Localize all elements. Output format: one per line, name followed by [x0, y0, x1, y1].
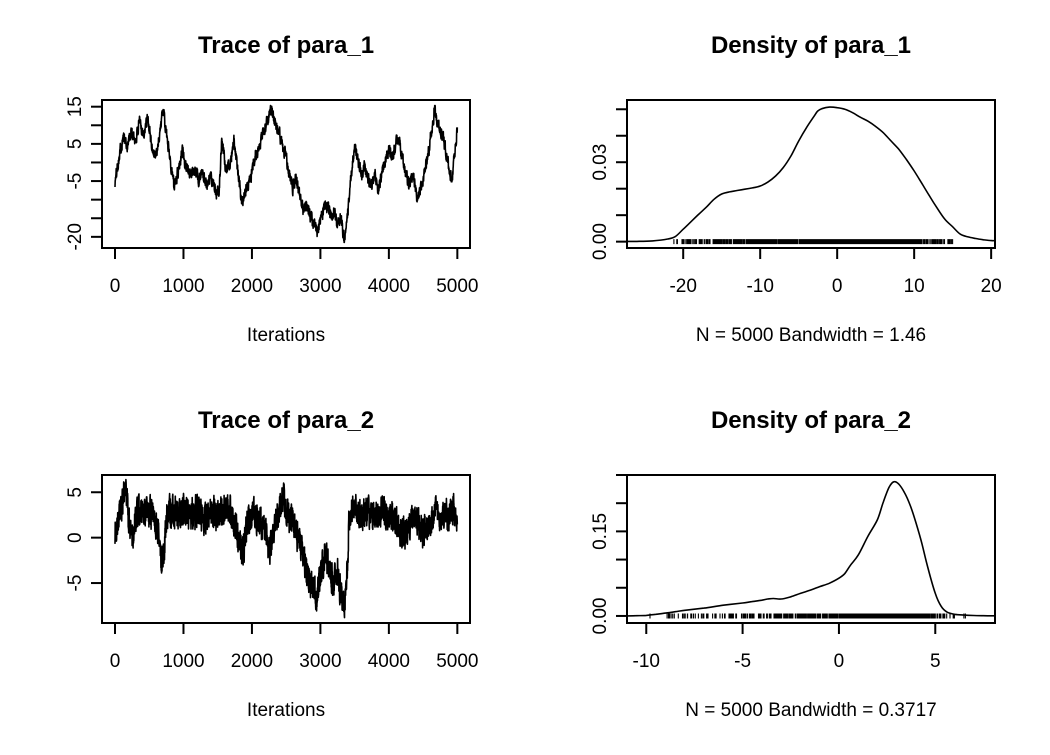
x-axis-label: Iterations — [247, 700, 325, 721]
x-tick-label: -10 — [633, 651, 660, 672]
density-para-1-chart: -20 -10 0 10 20 0.00 0.03 Density of para_1 N = … — [590, 32, 1002, 346]
x-tick-label: 0 — [110, 276, 121, 297]
x-tick-label: 1000 — [162, 276, 204, 297]
y-tick-label: -20 — [65, 223, 86, 250]
x-tick-label: 10 — [904, 276, 925, 297]
x-axis-label: Iterations — [247, 325, 325, 346]
chart-title: Density of para_2 — [711, 407, 911, 434]
y-tick-label: 5 — [65, 487, 86, 498]
x-tick-label: 5 — [930, 651, 941, 672]
x-tick-label: 4000 — [368, 276, 410, 297]
panel-density-para-1: -20 -10 0 10 20 0.00 0.03 Density of para_1 N = … — [525, 0, 1050, 375]
density-curve — [626, 106, 996, 243]
x-tick-label: 5000 — [436, 651, 478, 672]
y-tick-label: 0.15 — [590, 513, 611, 550]
x-tick-label: -20 — [669, 276, 696, 297]
panel-trace-para-2: 0 1000 2000 3000 4000 5000 5 0 -5 Trace of para_2… — [0, 375, 525, 750]
y-tick-label: 0.03 — [590, 144, 611, 181]
x-tick-label: 3000 — [299, 651, 341, 672]
x-tick-label: 0 — [110, 651, 121, 672]
y-tick-label: 15 — [65, 96, 86, 117]
x-tick-label: 1000 — [162, 651, 204, 672]
plot-box — [626, 99, 996, 249]
y-tick-label: 0 — [65, 532, 86, 543]
x-tick-label: 5000 — [436, 276, 478, 297]
x-tick-label: 2000 — [231, 651, 273, 672]
x-tick-label: 4000 — [368, 651, 410, 672]
trace-line — [114, 478, 459, 619]
x-tick-label: -10 — [746, 276, 773, 297]
density-curve — [625, 480, 996, 617]
plot-box — [101, 99, 471, 249]
trace-para-2-chart: 0 1000 2000 3000 4000 5000 5 0 -5 Trace of para_2… — [65, 407, 478, 721]
chart-title: Trace of para_1 — [198, 32, 374, 59]
x-tick-label: 0 — [834, 651, 845, 672]
data-rug — [649, 613, 966, 619]
y-tick-label: 0.00 — [590, 223, 611, 260]
x-tick-label: 0 — [832, 276, 843, 297]
panel-trace-para-1: 0 1000 2000 3000 4000 5000 15 5 -5 -20 Trace of pa… — [0, 0, 525, 375]
chart-subtitle: N = 5000 Bandwidth = 1.46 — [696, 325, 926, 346]
chart-title: Density of para_1 — [711, 32, 911, 59]
trace-para-1-chart: 0 1000 2000 3000 4000 5000 15 5 -5 -20 Trace of pa… — [65, 32, 478, 346]
y-tick-label: -5 — [65, 173, 86, 190]
trace-line — [114, 104, 459, 244]
y-tick-label: -5 — [65, 575, 86, 592]
x-tick-label: 2000 — [231, 276, 273, 297]
x-tick-label: 3000 — [299, 276, 341, 297]
density-para-2-chart: -10 -5 0 5 0.00 0.15 Density of para_2 N = 5000… — [590, 407, 996, 721]
panel-density-para-2: -10 -5 0 5 0.00 0.15 Density of para_2 N = 5000… — [525, 375, 1050, 750]
chart-subtitle: N = 5000 Bandwidth = 0.3717 — [685, 700, 936, 721]
x-tick-label: -5 — [734, 651, 751, 672]
plot-box — [626, 474, 996, 624]
plot-box — [101, 474, 471, 624]
y-tick-label: 0.00 — [590, 598, 611, 635]
data-rug — [673, 239, 954, 245]
chart-title: Trace of para_2 — [198, 407, 374, 434]
x-tick-label: 20 — [981, 276, 1002, 297]
y-tick-label: 5 — [65, 139, 86, 150]
